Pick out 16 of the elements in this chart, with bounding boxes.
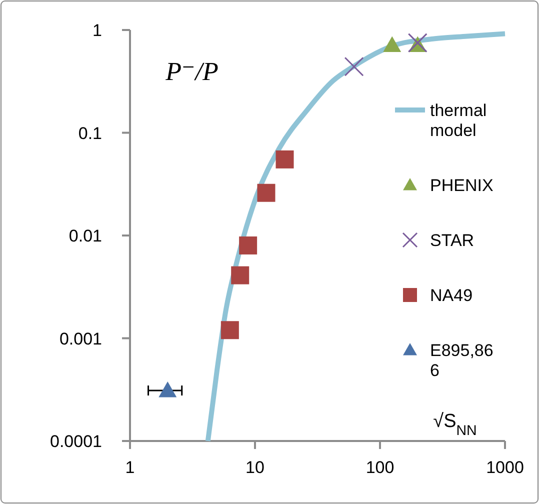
legend-label: PHENIX	[430, 176, 494, 195]
legend-label: NA49	[430, 286, 473, 305]
x-axis-title: √S$_{NN}$	[433, 411, 477, 439]
x-tick-label: 10	[246, 458, 264, 477]
x-tick-label: 1	[125, 458, 135, 477]
y-tick-label: 0.0001	[50, 432, 102, 451]
y-axis-title: P⁻/P	[164, 57, 218, 86]
legend-label: thermal model	[430, 101, 487, 140]
y-tick-label: 1	[92, 21, 102, 40]
legend-label: E895,866	[430, 341, 494, 380]
y-tick-label: 0.1	[78, 124, 102, 143]
y-tick-label: 0.01	[68, 226, 102, 246]
x-tick-label: 100	[366, 458, 394, 477]
legend-label: STAR	[430, 231, 474, 250]
x-tick-label: 1000	[486, 458, 524, 477]
y-tick-label: 0.001	[59, 329, 102, 348]
